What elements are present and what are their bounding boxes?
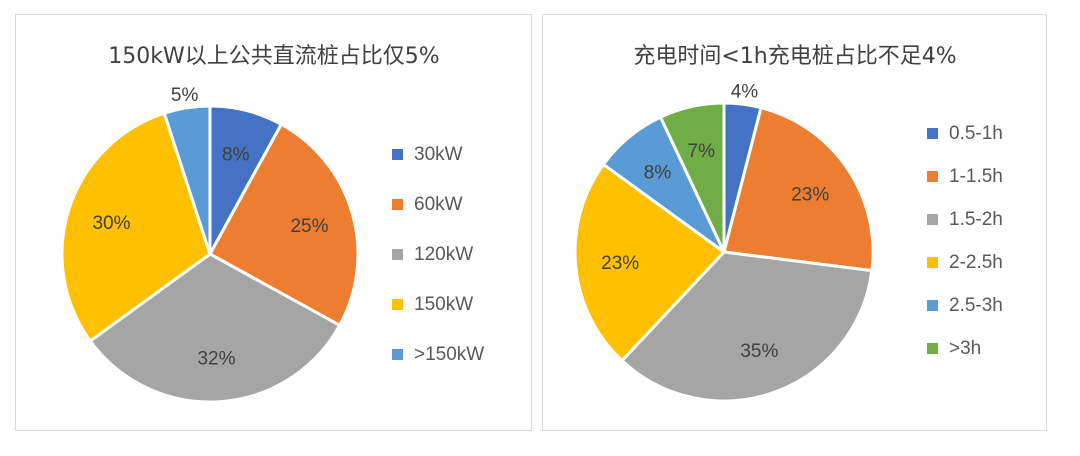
legend-label-2-2-5h: 2-2.5h <box>949 252 1003 273</box>
slice-label-60kw: 25% <box>290 216 328 237</box>
chart-legend: 0.5-1h 1-1.5h 1.5-2h 2-2.5h 2.5-3h >3h <box>927 123 1003 359</box>
slice-label-120kw: 32% <box>197 348 235 369</box>
legend-label-120kw: 120kW <box>414 244 473 265</box>
slice-labels: 4% 23% 35% 23% 8% 7% <box>601 81 829 362</box>
legend-label-0-5-1h: 0.5-1h <box>949 123 1003 144</box>
legend-label-60kw: 60kW <box>414 194 463 215</box>
legend-label-1-5-2h: 1.5-2h <box>949 209 1003 230</box>
legend-label-1-1-5h: 1-1.5h <box>949 166 1003 187</box>
pie-slice-2-2-5h <box>573 162 727 363</box>
legend-label-150kw: >150kW <box>414 344 484 365</box>
chart-panel-power: 150kW以上公共直流桩占比仅5% 8% 25% 32% 30% 5% 30kW 60kW… <box>15 14 532 431</box>
slice-label-150kw: 5% <box>171 85 199 106</box>
pie-slice-60kw <box>207 122 360 328</box>
legend-label-3h: >3h <box>949 338 981 359</box>
legend-swatch-60kw <box>392 199 403 210</box>
pie-slice-1-5-2h <box>619 250 874 403</box>
slice-labels: 8% 25% 32% 30% 5% <box>92 85 328 369</box>
legend-swatch-0-5-1h <box>927 128 938 139</box>
chart-title: 充电时间<1h充电桩占比不足4% <box>633 44 956 69</box>
legend-swatch-3h <box>927 343 938 354</box>
pie-slices <box>573 101 875 403</box>
legend-swatch-1-5-2h <box>927 214 938 225</box>
slice-label-30kw: 8% <box>222 145 250 166</box>
slice-label-1-5-2h: 35% <box>740 341 778 362</box>
slice-label-2-5-3h: 8% <box>644 163 672 184</box>
legend-swatch-150kw <box>392 349 403 360</box>
pie-slice-1-1-5h <box>722 105 875 273</box>
slice-label-3h: 7% <box>688 141 716 162</box>
legend-swatch-2-2-5h <box>927 257 938 268</box>
legend-swatch-1-1-5h <box>927 171 938 182</box>
chart-legend: 30kW 60kW 120kW 150kW >150kW <box>392 144 484 365</box>
legend-swatch-30kw <box>392 149 403 160</box>
pie-slices <box>60 104 360 404</box>
slice-label-2-2-5h: 23% <box>601 253 639 274</box>
chart-title: 150kW以上公共直流桩占比仅5% <box>108 44 439 69</box>
pie-chart-power: 150kW以上公共直流桩占比仅5% 8% 25% 32% 30% 5% 30kW 60kW… <box>60 44 484 404</box>
legend-label-150kw: 150kW <box>414 294 473 315</box>
legend-swatch-2-5-3h <box>927 300 938 311</box>
chart-panel-time: 充电时间<1h充电桩占比不足4% 4% 23% 35% 23% 8% 7% 0.5-1h 1… <box>542 14 1047 431</box>
legend-label-30kw: 30kW <box>414 144 463 165</box>
pie-slice-150kw <box>162 104 212 255</box>
pie-chart-time: 充电时间<1h充电桩占比不足4% 4% 23% 35% 23% 8% 7% 0.5-1h 1… <box>573 44 1003 403</box>
pie-slice-120kw <box>88 252 342 404</box>
slice-label-150kw: 30% <box>92 213 130 234</box>
slice-label-0-5-1h: 4% <box>731 81 759 102</box>
slice-label-1-1-5h: 23% <box>791 184 829 205</box>
legend-swatch-120kw <box>392 249 403 260</box>
legend-label-2-5-3h: 2.5-3h <box>949 295 1003 316</box>
legend-swatch-150kw <box>392 299 403 310</box>
pie-slice-150kw <box>60 111 212 344</box>
pie-slice-3h <box>658 101 726 253</box>
